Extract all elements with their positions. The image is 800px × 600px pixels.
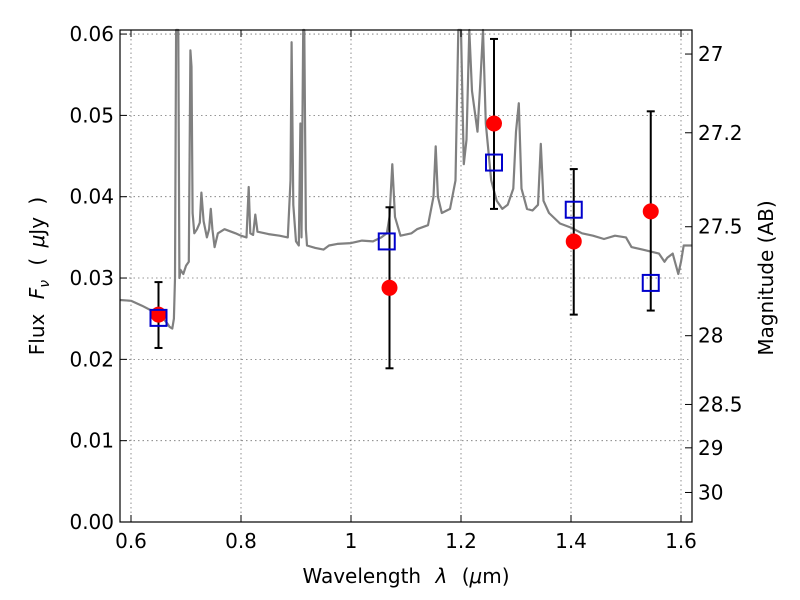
synthetic-point <box>149 308 168 327</box>
y-axis-label-unit: Jy <box>25 217 49 237</box>
x-axis-label-mu: μ <box>469 564 483 588</box>
y-axis-label-word: Flux <box>25 313 49 355</box>
y-axis-label-open: ( <box>25 258 49 266</box>
y2-tick-label: 29 <box>698 436 723 460</box>
synthetic-point <box>641 273 660 292</box>
y-axis-label-F: F <box>25 287 49 299</box>
plot-frame <box>119 29 693 523</box>
error-bars-layer <box>154 37 655 370</box>
x-tick-label: 1.6 <box>665 529 697 553</box>
observed-point <box>381 279 398 296</box>
y-tick-label: 0.04 <box>69 185 114 209</box>
x-tick-label: 1.4 <box>555 529 587 553</box>
synthetic-point <box>485 153 503 172</box>
x-tick-label: 1.2 <box>445 529 477 553</box>
y-axis-label-close: ) <box>25 197 49 205</box>
observed-point <box>642 203 659 220</box>
x-tick-label: 0.6 <box>115 529 147 553</box>
y2-axis-label: Magnitude (AB) <box>754 200 778 355</box>
y-axis-label: Flux Fν ( μJy ) <box>25 197 54 355</box>
y-axis-label-nu: ν <box>37 280 53 288</box>
axis-ticks <box>120 30 692 523</box>
y-tick-label: 0.01 <box>69 429 114 453</box>
y-tick-label: 0.00 <box>69 510 114 534</box>
observed-point <box>486 115 502 132</box>
x-axis-label-lambda: λ <box>434 564 447 588</box>
x-tick-label: 0.8 <box>225 529 257 553</box>
y-tick-label: 0.03 <box>69 266 114 290</box>
observed-point <box>565 233 582 250</box>
grid-lines <box>120 30 692 523</box>
y-tick-label: 0.06 <box>69 22 114 46</box>
model-spectrum-line <box>119 28 692 330</box>
x-axis-label: Wavelength λ (μm) <box>302 564 509 588</box>
x-tick-label: 1 <box>345 529 358 553</box>
model-spectrum-layer <box>119 28 692 330</box>
y2-tick-label: 28 <box>698 324 723 348</box>
y2-tick-label: 27.2 <box>698 121 743 145</box>
y2-tick-label: 27 <box>698 42 723 66</box>
x-axis-label-paren: ( <box>462 564 470 588</box>
x-axis-label-word: Wavelength <box>302 564 421 588</box>
synthetic-point <box>377 232 396 251</box>
synthetic-points-layer <box>149 153 660 327</box>
y2-tick-label: 30 <box>698 480 723 504</box>
y-axis-label-mu: μ <box>25 235 49 249</box>
x-axis-label-unit: m) <box>482 564 509 588</box>
synthetic-point <box>564 200 583 219</box>
y-tick-label: 0.02 <box>69 347 114 371</box>
y-tick-label: 0.05 <box>69 103 114 127</box>
y2-tick-label: 28.5 <box>698 392 743 416</box>
y2-tick-label: 27.5 <box>698 215 743 239</box>
observed-points-layer <box>150 115 659 323</box>
tick-labels: 0.6 0.8 1 1.2 1.4 1.6 0.00 0.01 0.02 0.03 0.04 0.05… <box>69 22 742 553</box>
